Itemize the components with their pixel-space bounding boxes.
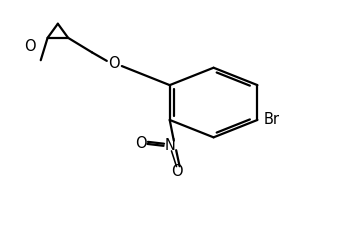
Text: O: O <box>24 39 35 54</box>
Text: Br: Br <box>264 112 279 127</box>
Text: O: O <box>135 136 146 151</box>
Text: O: O <box>171 164 183 179</box>
Text: N: N <box>164 138 175 153</box>
Text: O: O <box>109 56 120 71</box>
